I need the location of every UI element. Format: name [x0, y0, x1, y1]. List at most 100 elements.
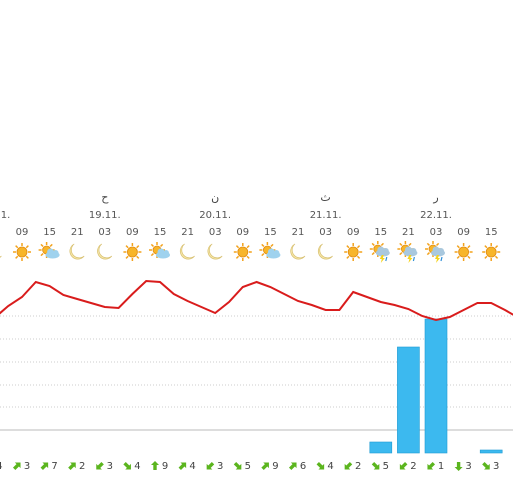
hour: 21 — [292, 227, 305, 238]
moon — [179, 243, 195, 260]
sun-ray — [436, 242, 440, 246]
sun-ray — [484, 255, 488, 259]
sun-disc — [126, 246, 138, 258]
sun-ray — [484, 245, 488, 249]
precip-bar — [424, 318, 448, 454]
bolt — [407, 255, 413, 263]
arrow — [178, 462, 187, 471]
wind-speed: 9 — [162, 461, 168, 472]
moon — [0, 255, 2, 258]
precip-bar — [369, 441, 393, 454]
rain — [385, 256, 388, 262]
rain — [412, 256, 415, 262]
sun-ray — [235, 255, 240, 259]
sun-ray — [456, 245, 460, 249]
wind-arrow — [12, 462, 21, 471]
date: 19.11. — [89, 210, 121, 221]
rain — [440, 256, 443, 262]
cloud — [273, 250, 280, 256]
wind-arrow — [399, 461, 408, 470]
weather-icon — [0, 255, 2, 258]
hour: 03 — [0, 227, 1, 238]
weather-icon — [454, 243, 473, 261]
sun-ray — [40, 243, 44, 247]
hour: 15 — [43, 227, 56, 238]
sun-ray — [25, 255, 29, 259]
arrow — [288, 462, 297, 471]
moon — [317, 243, 333, 260]
wind-arrow — [427, 461, 436, 470]
moon — [97, 243, 113, 260]
wind-speed: 1 — [438, 461, 444, 472]
sun-ray — [15, 255, 19, 259]
wind-speed: 2 — [79, 461, 85, 472]
weather-icon — [123, 243, 142, 261]
arrow — [316, 461, 325, 470]
bolt — [379, 255, 385, 263]
sun-disc — [16, 246, 28, 258]
hour: 09 — [347, 227, 360, 238]
weather-icon — [179, 243, 195, 260]
arrow — [454, 462, 463, 471]
weather-icon — [38, 242, 60, 259]
date: 22.11. — [420, 210, 452, 221]
arrow — [233, 461, 242, 470]
sun-ray — [399, 252, 403, 256]
wind-speed: 4 — [134, 461, 140, 472]
wind-speed: 2 — [355, 461, 361, 472]
cloud — [410, 248, 417, 254]
arrow — [40, 462, 49, 471]
weather-icon — [13, 243, 31, 261]
cloud — [404, 246, 412, 254]
wind-arrow — [288, 462, 297, 471]
hour: 03 — [319, 227, 332, 238]
hour: 21 — [71, 227, 84, 238]
moon — [290, 243, 306, 260]
weather-icon — [69, 243, 85, 260]
sun-ray — [25, 245, 29, 249]
wind-arrow — [151, 461, 159, 470]
weather-icon — [149, 242, 170, 259]
hour: 15 — [154, 227, 167, 238]
sun-ray — [494, 255, 499, 259]
temperature-line — [0, 279, 513, 322]
arrow — [96, 461, 104, 470]
cloud — [438, 248, 444, 254]
sun-ray — [125, 245, 129, 249]
hour: 15 — [374, 227, 387, 238]
weather-icon — [369, 241, 390, 263]
wind-arrow — [454, 462, 463, 471]
cloud — [47, 248, 55, 256]
sun-ray — [160, 243, 164, 247]
hour: 03 — [209, 227, 222, 238]
arrow — [344, 461, 353, 470]
arrow — [261, 462, 269, 471]
weather-icon — [97, 243, 113, 260]
hour: 03 — [430, 227, 443, 238]
sun-ray — [426, 242, 430, 246]
wind-speed: 3 — [465, 461, 471, 472]
weather-icon — [482, 243, 501, 261]
wind-speed: 4 — [0, 461, 3, 472]
wind-arrow — [40, 462, 49, 471]
sun-ray — [467, 255, 471, 259]
cloud — [157, 248, 165, 256]
hour: 09 — [126, 227, 139, 238]
cloud — [52, 250, 59, 256]
sun-ray — [371, 252, 375, 256]
precip-bar — [479, 449, 503, 454]
wind-arrow — [316, 461, 325, 470]
hour: 15 — [264, 227, 277, 238]
day-name: ث — [320, 191, 330, 204]
weather-icon — [207, 243, 223, 260]
sun-ray — [125, 255, 129, 259]
day-name: ح — [101, 191, 109, 204]
sun-disc — [347, 246, 359, 258]
sun-disc — [237, 246, 249, 258]
arrow — [151, 461, 159, 470]
weather-icon — [233, 243, 252, 261]
sun-ray — [408, 242, 412, 246]
sun-ray — [15, 245, 19, 249]
moon — [207, 243, 223, 260]
weather-icon — [259, 242, 281, 259]
